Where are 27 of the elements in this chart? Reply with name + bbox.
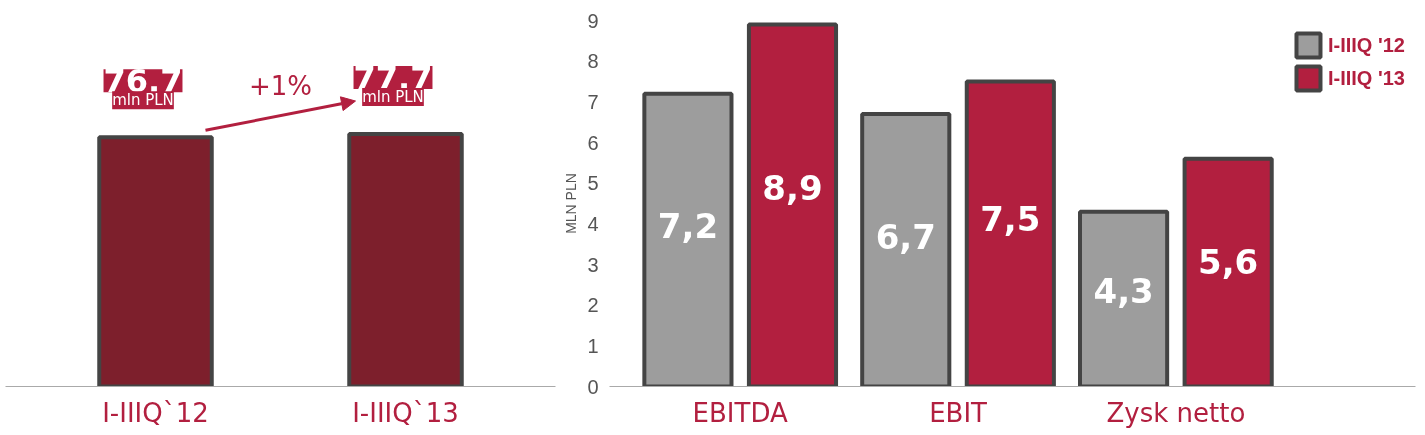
y-tick-label: 1 (587, 334, 599, 357)
y-tick-label: 2 (587, 294, 599, 317)
data-label: 7,5 (980, 199, 1041, 240)
annotation: mln PLN (112, 91, 174, 110)
y-axis-title: MLN PLN (563, 173, 580, 234)
y-tick-label: 8 (587, 50, 599, 73)
y-tick-label: 4 (587, 212, 599, 235)
text: +1% (248, 71, 313, 102)
legend-label: I-IIIQ '13 (1327, 66, 1405, 90)
data-label: 8,9 (762, 167, 823, 208)
data-label: 4,3 (1093, 270, 1154, 311)
y-tick-label: 5 (587, 172, 599, 195)
x-tick-label: I-IIIQ`12 (102, 397, 209, 428)
x-tick-label: EBIT (929, 397, 988, 428)
y-tick-label: 9 (587, 9, 599, 32)
x-tick-label: EBITDA (692, 397, 788, 428)
y-tick-label: 7 (587, 90, 599, 113)
y-tick-label: 0 (587, 375, 599, 398)
x-tick-label: Zysk netto (1106, 397, 1246, 428)
y-tick-label: 3 (587, 253, 599, 276)
data-label: 7,2 (657, 205, 719, 246)
annotation: mln PLN (362, 88, 424, 107)
data-label: 5,6 (1198, 241, 1259, 282)
legend-label: I-IIIQ '12 (1327, 33, 1405, 57)
x-tick-label: I-IIIQ`13 (352, 397, 459, 428)
y-tick-label: 6 (587, 131, 599, 154)
data-label: 6,7 (875, 217, 936, 258)
